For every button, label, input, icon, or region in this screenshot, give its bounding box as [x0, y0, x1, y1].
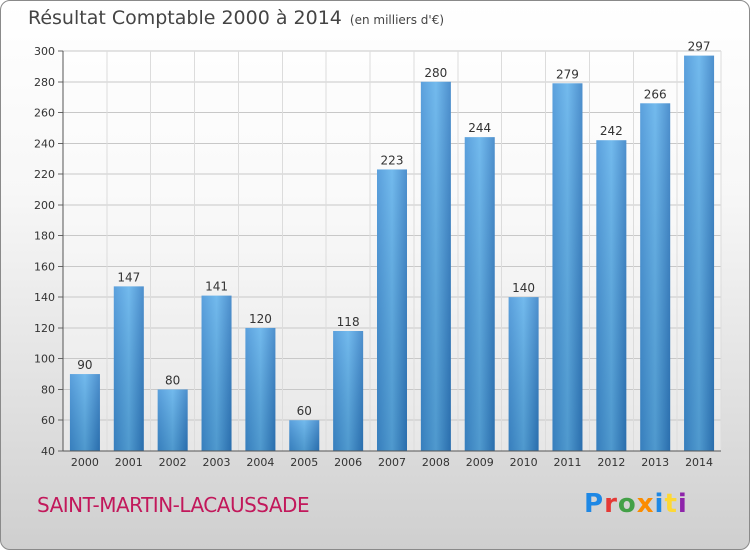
data-label: 140: [512, 281, 535, 295]
x-tick-label: 2011: [553, 456, 581, 469]
x-tick-label: 2009: [466, 456, 494, 469]
proxiti-logo: Proxiti: [584, 489, 688, 519]
x-tick-label: 2010: [510, 456, 538, 469]
y-tick-label: 300: [34, 45, 55, 58]
x-tick-label: 2013: [641, 456, 669, 469]
y-tick-label: 120: [34, 322, 55, 335]
y-tick-label: 260: [34, 107, 55, 120]
bar-shade: [245, 327, 276, 451]
logo-letter: P: [584, 489, 605, 519]
data-label: 279: [556, 67, 579, 81]
data-labels: 90 147 80 141 120 60 118 223 280 244 140 279 242 266 2…: [77, 40, 710, 419]
x-tick-label: 2002: [159, 456, 187, 469]
bar-shade: [113, 286, 144, 451]
x-tick-label: 2004: [246, 456, 274, 469]
y-tick-label: 140: [34, 291, 55, 304]
bar-shade: [377, 169, 407, 451]
data-label: 60: [297, 404, 312, 418]
logo-letter: o: [617, 489, 637, 519]
data-label: 120: [249, 312, 272, 326]
y-tick-label: 160: [34, 260, 55, 273]
chart-title-text: Résultat Comptable 2000 à 2014: [28, 7, 342, 29]
bar-shade: [157, 389, 188, 451]
data-label: 80: [165, 373, 180, 387]
bar-shade: [596, 140, 627, 451]
data-label: 297: [688, 40, 711, 54]
y-tick-label: 60: [41, 414, 55, 427]
x-tick-label: 2006: [334, 456, 362, 469]
axes: 40 60 80 100 120 140 160 180 200 220 240 260 280 300 2…: [34, 45, 721, 469]
bar-shade: [640, 103, 671, 452]
data-label: 266: [644, 87, 667, 101]
data-label: 141: [205, 280, 228, 294]
y-tick-label: 280: [34, 76, 55, 89]
y-tick-label: 40: [41, 445, 55, 458]
data-label: 90: [77, 358, 92, 372]
bars: [69, 55, 715, 452]
bar-shade: [289, 420, 320, 451]
y-tick-label: 100: [34, 353, 55, 366]
x-tick-label: 2008: [422, 456, 450, 469]
logo-letter: i: [677, 489, 688, 519]
bar-shade: [552, 83, 583, 452]
logo-letter: x: [636, 489, 655, 519]
bar-shade: [201, 295, 232, 451]
x-tick-label: 2003: [203, 456, 231, 469]
chart-title: Résultat Comptable 2000 à 2014 (en millie…: [28, 7, 444, 29]
data-label: 280: [424, 66, 447, 80]
x-tick-label: 2007: [378, 456, 406, 469]
logo-letter: t: [664, 489, 678, 519]
data-label: 118: [337, 315, 360, 329]
data-label: 242: [600, 124, 623, 138]
logo-letter: r: [604, 489, 618, 519]
bar-shade: [684, 55, 715, 451]
logo-letter: i: [654, 489, 665, 519]
x-tick-label: 2014: [685, 456, 713, 469]
bar-shade: [333, 331, 364, 451]
place-name: SAINT-MARTIN-LACAUSSADE: [37, 493, 310, 517]
x-tick-label: 2012: [597, 456, 625, 469]
bar-shade: [508, 297, 539, 451]
y-tick-label: 200: [34, 199, 55, 212]
bar-shade: [69, 374, 100, 451]
y-tick-label: 220: [34, 168, 55, 181]
bar-shade: [420, 81, 451, 452]
data-label: 244: [468, 121, 491, 135]
y-tick-label: 180: [34, 230, 55, 243]
data-label: 223: [381, 153, 404, 167]
bar-shade: [464, 137, 495, 451]
y-tick-label: 240: [34, 137, 55, 150]
y-tick-label: 80: [41, 383, 55, 396]
x-tick-label: 2000: [71, 456, 99, 469]
data-label: 147: [117, 270, 140, 284]
chart-subtitle: (en milliers d'€): [349, 13, 445, 27]
x-tick-label: 2001: [115, 456, 143, 469]
x-tick-label: 2005: [290, 456, 318, 469]
